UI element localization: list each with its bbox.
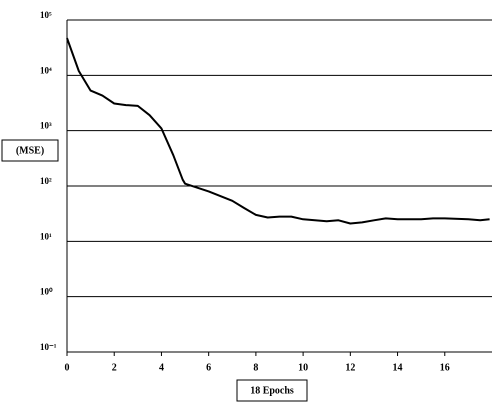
x-axis-label: 18 Epochs [250, 385, 294, 396]
x-tick-label: 0 [65, 362, 70, 373]
y-tick-label: 10¹ [40, 231, 52, 241]
y-tick-label: 10⁴ [40, 65, 52, 75]
x-tick-label: 6 [206, 362, 211, 373]
x-tick-label: 2 [112, 362, 117, 373]
y-tick-label: 10² [40, 176, 52, 186]
x-tick-label: 10 [298, 362, 308, 373]
line [66, 37, 490, 225]
y-label-box [1, 139, 59, 162]
x-tick-label: 8 [253, 362, 258, 373]
y-tick-label: 10⁻¹ [40, 342, 57, 352]
y-tick-label: 10⁰ [40, 287, 53, 297]
x-tick-label: 14 [393, 362, 403, 373]
y-axis-label: (MSE) [16, 145, 44, 156]
x-tick-label: 16 [440, 362, 450, 373]
y-tick-label: 10³ [40, 121, 52, 131]
x-tick-label: 12 [345, 362, 355, 373]
y-tick-label: 10⁵ [40, 10, 52, 20]
x-tick-label: 4 [159, 362, 164, 373]
x-label-box [236, 379, 308, 402]
